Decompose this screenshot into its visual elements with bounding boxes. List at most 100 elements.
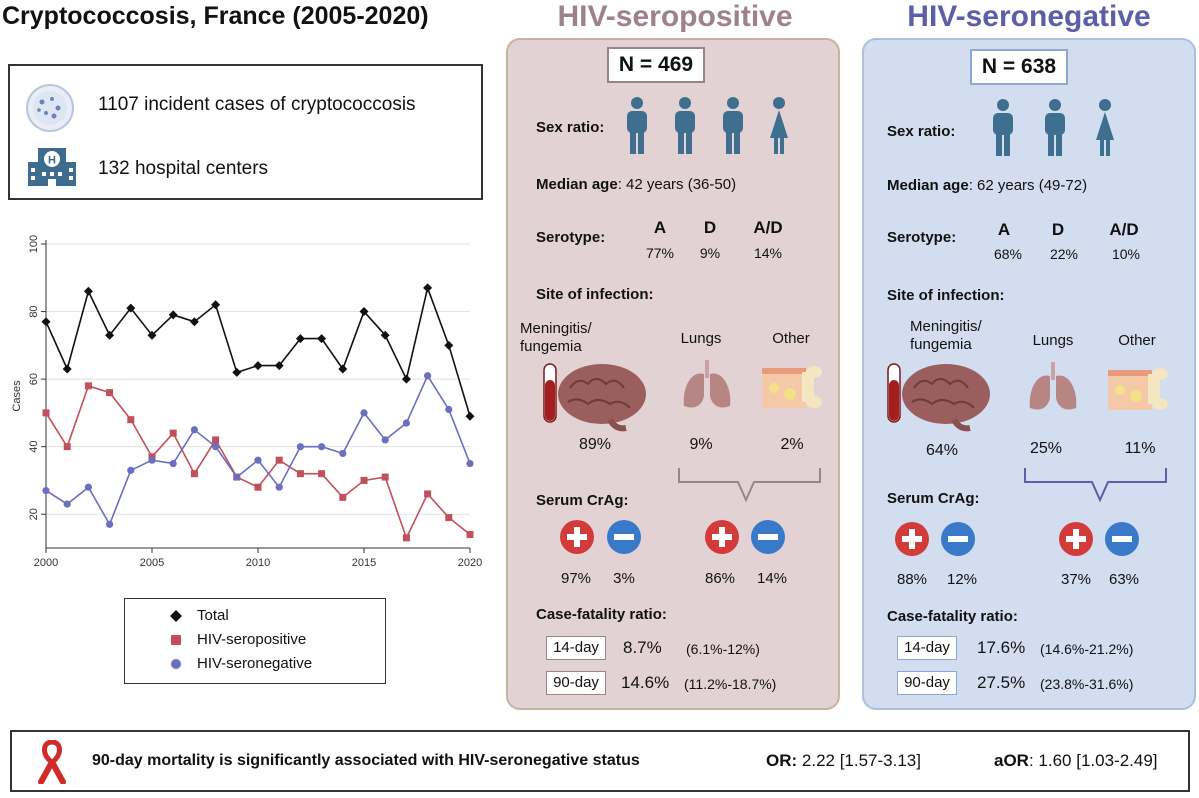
mortality-summary-box: 90-day mortality is significantly associ…	[10, 730, 1190, 792]
data-point-total	[380, 330, 390, 340]
neg-serotype-a-pct: 68%	[993, 246, 1023, 262]
neg-serotype-d-pct: 22%	[1049, 246, 1079, 262]
neg-n-box: N = 638	[970, 49, 1068, 85]
hiv-pos-title: HIV-seropositive	[557, 0, 793, 33]
neg-sex-icons	[990, 98, 1130, 160]
neg-median-age-label: Median age	[887, 177, 969, 194]
female-icon	[1096, 99, 1114, 156]
data-point-total	[401, 374, 411, 384]
data-point-hiv-neg	[190, 426, 198, 434]
neg-crag-neg-pct: 12%	[946, 571, 978, 588]
chart-legend: Total HIV-seropositive HIV-seronegative	[124, 598, 386, 684]
hiv-neg-title: HIV-seronegative	[907, 0, 1151, 33]
skin-bone-icon	[1108, 368, 1168, 410]
pos-site-lungs-pct: 9%	[689, 436, 713, 453]
data-point-hiv-neg	[424, 372, 432, 380]
pos-n-box: N = 469	[607, 47, 705, 83]
pos-cfr-90-value: 14.6%	[621, 673, 670, 692]
or-label: OR:	[766, 751, 798, 770]
aor-value: : 1.60 [1.03-2.49]	[1028, 751, 1158, 770]
cases-line-chart: 20 40 60 80 100 2000 2005 2010 2015 2020 Cases	[11, 235, 482, 569]
data-point-total	[444, 340, 454, 350]
pos-median-age-value: : 42 years (36-50)	[617, 176, 737, 193]
data-point-hiv-pos	[339, 493, 347, 501]
neg-bracket	[1024, 468, 1167, 503]
data-point-hiv-neg	[169, 459, 177, 468]
data-point-hiv-neg	[42, 486, 50, 495]
pos-serotype-d: D	[703, 218, 717, 237]
summary-box: 1107 incident cases of cryptococcosis H …	[8, 64, 483, 200]
aor-label: aOR	[994, 751, 1029, 770]
data-point-hiv-neg	[402, 419, 410, 427]
y-tick-label: 100	[28, 235, 40, 253]
male-icon	[675, 97, 695, 154]
neg-cfr-90-value: 27.5%	[977, 673, 1026, 692]
data-point-hiv-neg	[63, 500, 71, 508]
series-line-2	[45, 374, 471, 527]
pos-serotype-ad: A/D	[753, 218, 783, 237]
circle-marker-icon	[171, 659, 181, 669]
pos-crag-pos-pct: 97%	[560, 570, 592, 587]
legend-label-total: Total	[197, 607, 229, 624]
data-point-hiv-neg	[254, 456, 262, 464]
neg-crag-label: Serum CrAg:	[887, 490, 980, 507]
neg-site-label: Site of infection:	[887, 287, 1005, 304]
centers-text: 132 hospital centers	[98, 158, 269, 179]
y-tick-label: 20	[28, 508, 40, 520]
pos-serotype-ad-pct: 14%	[753, 245, 783, 261]
data-point-total	[168, 310, 178, 320]
x-tick-label: 2015	[352, 557, 376, 569]
pos-serotype-a-pct: 77%	[645, 245, 675, 261]
data-point-total	[359, 307, 369, 317]
data-point-total	[465, 411, 475, 421]
pos-bracket	[678, 468, 821, 503]
pos-cfr-90-box: 90-day	[546, 671, 606, 695]
neg-cfr-14-box: 14-day	[897, 636, 957, 660]
data-point-hiv-pos	[275, 456, 283, 464]
neg-median-age: Median age: 62 years (49-72)	[887, 177, 1087, 194]
pos-serotype-d-pct: 9%	[699, 245, 721, 261]
data-point-hiv-pos	[424, 490, 432, 498]
male-icon	[993, 99, 1013, 156]
or-value: 2.22 [1.57-3.13]	[797, 751, 921, 770]
legend-label-neg: HIV-seronegative	[197, 655, 313, 672]
female-icon	[770, 97, 788, 154]
data-point-hiv-neg	[275, 483, 283, 491]
adjusted-odds-ratio: aOR: 1.60 [1.03-2.49]	[994, 751, 1158, 771]
data-point-hiv-neg	[318, 443, 326, 451]
neg-median-age-value: : 62 years (49-72)	[968, 177, 1088, 194]
pos-site-meningitis-pct: 89%	[578, 436, 612, 453]
pos-crag-pos2-pct: 86%	[704, 570, 736, 587]
skin-bone-icon	[762, 366, 822, 408]
data-point-total	[189, 317, 199, 327]
data-point-hiv-neg	[84, 483, 92, 491]
y-tick-label: 60	[28, 373, 40, 385]
lungs-icon	[1029, 362, 1077, 410]
data-point-total	[295, 334, 305, 344]
data-point-total	[253, 361, 263, 371]
pos-sex-icons	[624, 96, 804, 158]
data-point-hiv-pos	[318, 470, 326, 478]
data-point-hiv-pos	[190, 470, 198, 478]
y-axis-label: Cases	[11, 380, 23, 412]
x-tick-label: 2005	[140, 557, 164, 569]
brain-blood-icon	[543, 363, 646, 432]
neg-serotype-label: Serotype:	[887, 229, 957, 246]
data-point-hiv-neg	[296, 443, 304, 451]
data-point-total	[338, 364, 348, 374]
data-point-hiv-pos	[212, 436, 220, 444]
data-point-hiv-neg	[445, 405, 453, 414]
pos-cfr-label: Case-fatality ratio:	[536, 606, 667, 623]
pos-site-meningitis: Meningitis/ fungemia	[520, 320, 592, 355]
negative-icon	[607, 520, 641, 554]
data-point-hiv-pos	[63, 443, 71, 451]
pos-cfr-14-value: 8.7%	[623, 638, 662, 657]
data-point-hiv-pos	[106, 389, 114, 397]
data-point-total	[274, 361, 284, 371]
pos-crag-neg-pct: 3%	[613, 570, 635, 587]
positive-icon	[560, 520, 594, 554]
data-point-total	[126, 303, 136, 313]
positive-icon	[1059, 522, 1093, 556]
data-point-hiv-pos	[445, 514, 453, 522]
data-point-total	[62, 364, 72, 374]
